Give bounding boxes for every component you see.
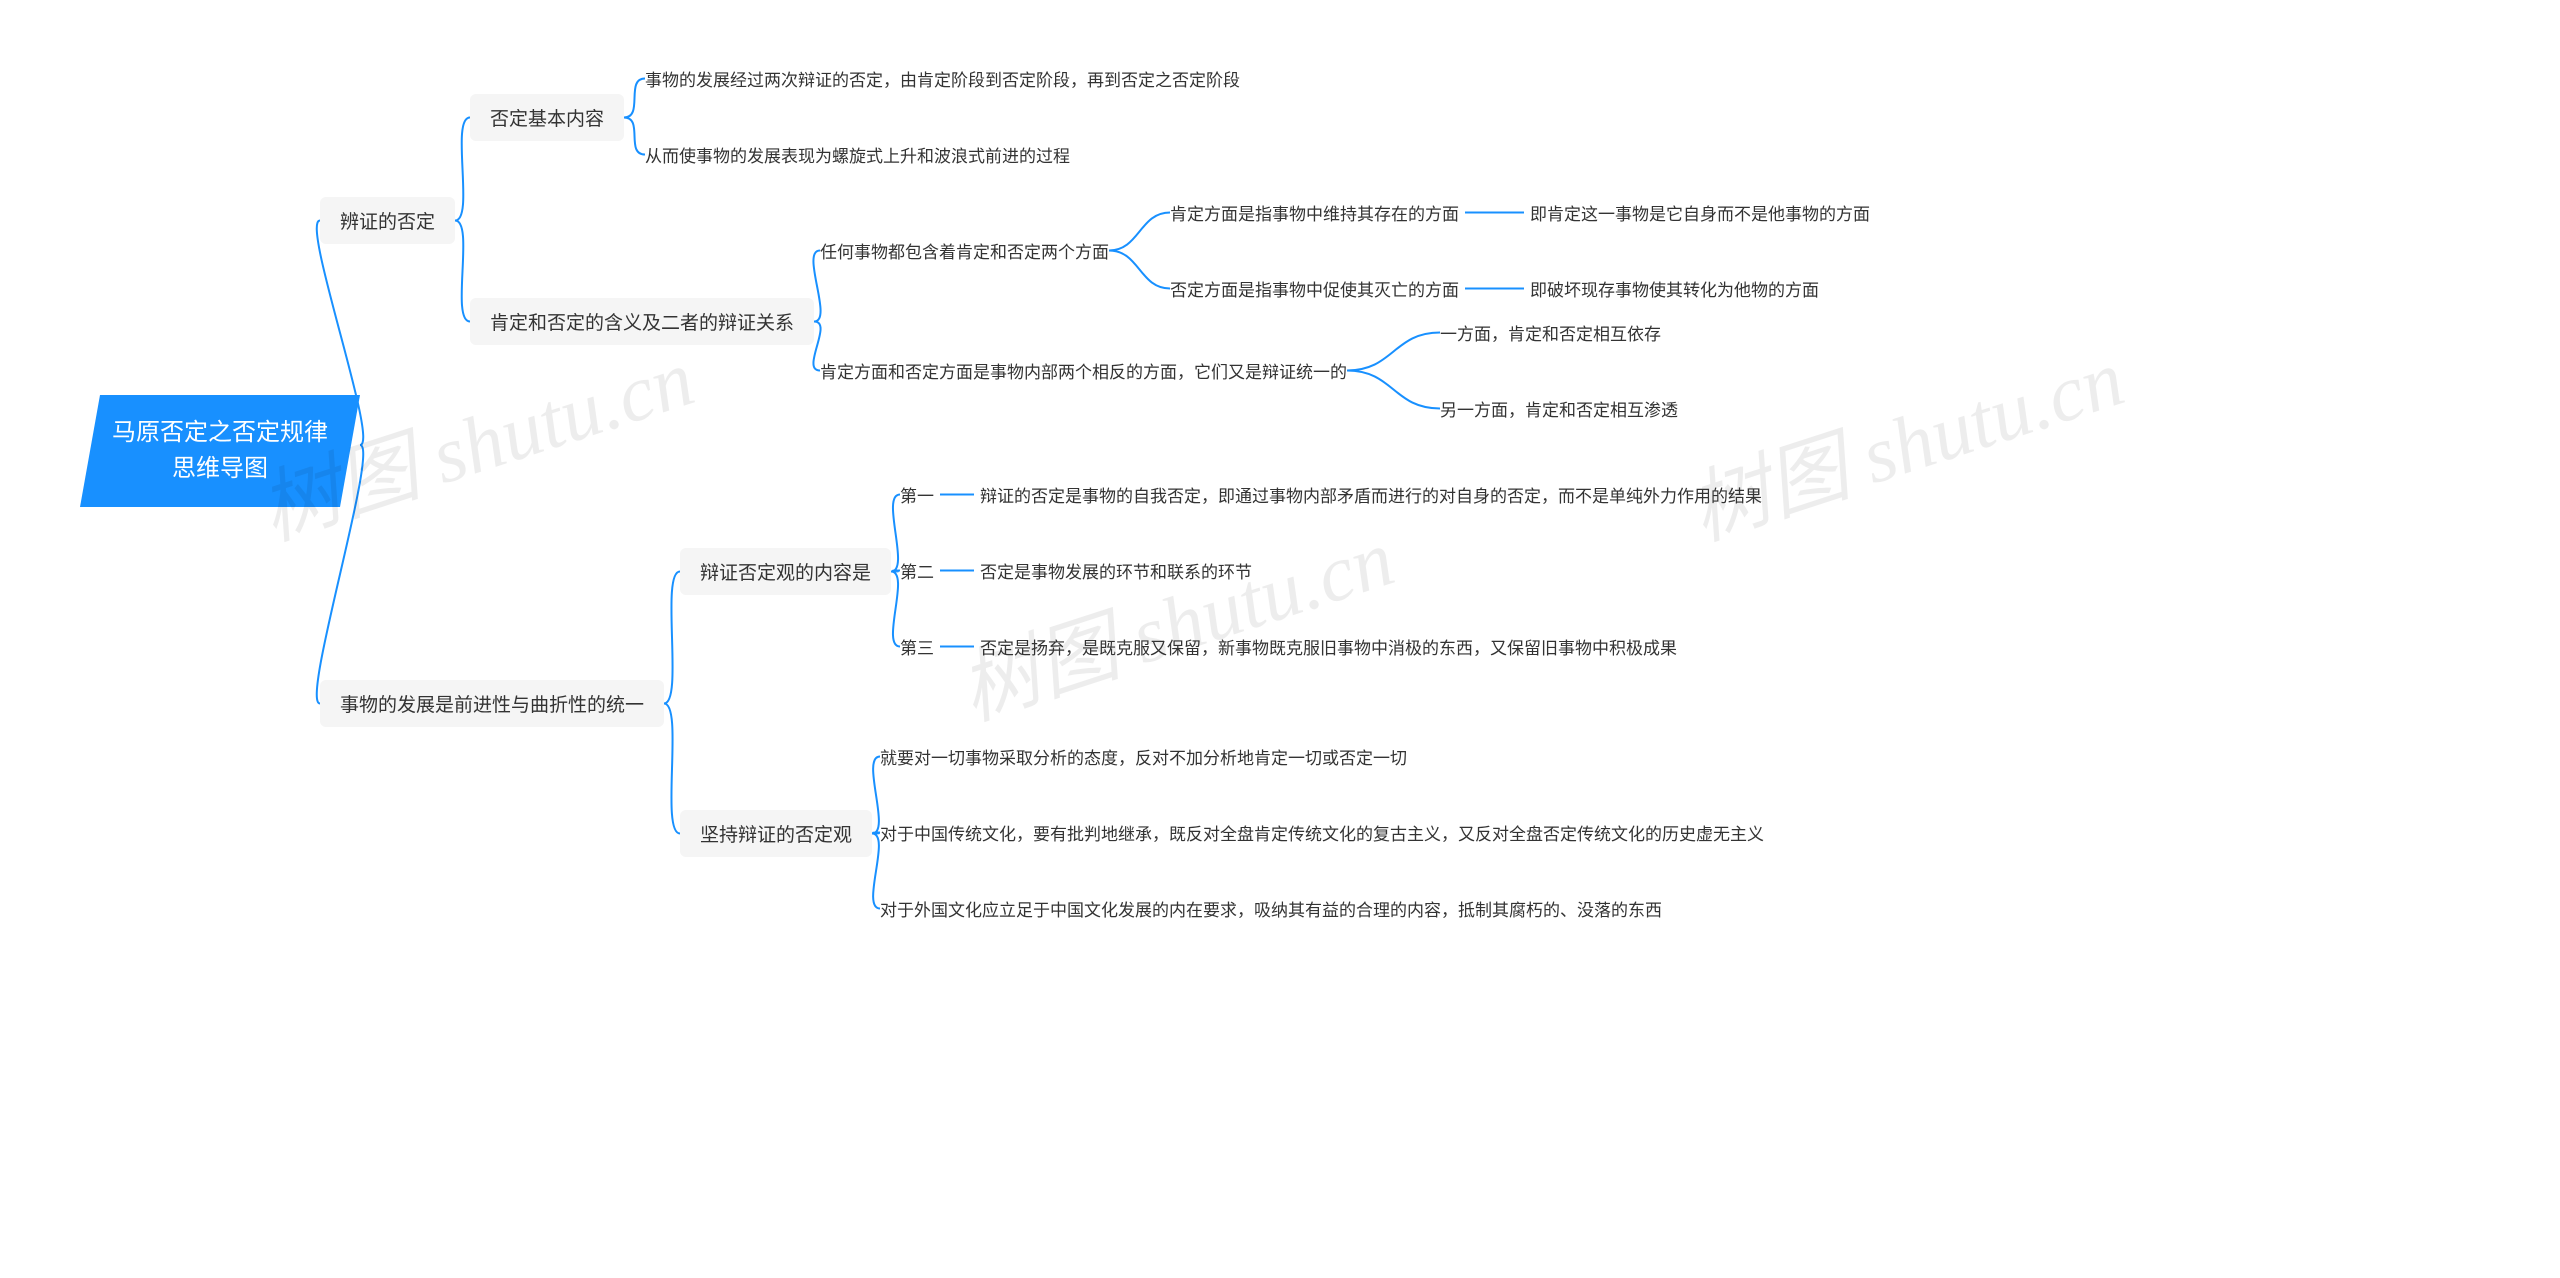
leaf-node: 即破坏现存事物使其转化为他物的方面 (1530, 276, 1819, 301)
leaf-node: 就要对一切事物采取分析的态度，反对不加分析地肯定一切或否定一切 (880, 744, 1407, 769)
branch-node[interactable]: 辨证的否定 (320, 197, 455, 244)
watermark: 树图 shutu.cn (1673, 313, 2136, 562)
watermark: 树图 shutu.cn (943, 493, 1406, 742)
leaf-node: 从而使事物的发展表现为螺旋式上升和波浪式前进的过程 (645, 142, 1070, 167)
connector (1109, 251, 1170, 289)
root-node[interactable]: 马原否定之否定规律 思维导图 (80, 395, 360, 507)
branch-node[interactable]: 坚持辩证的否定观 (680, 810, 872, 857)
leaf-node: 辩证的否定是事物的自我否定，即通过事物内部矛盾而进行的对自身的否定，而不是单纯外… (980, 482, 1762, 507)
leaf-node: 事物的发展经过两次辩证的否定，由肯定阶段到否定阶段，再到否定之否定阶段 (645, 66, 1240, 91)
leaf-node: 另一方面，肯定和否定相互渗透 (1440, 396, 1678, 421)
leaf-node: 否定是扬弃，是既克服又保留，新事物既克服旧事物中消极的东西，又保留旧事物中积极成… (980, 634, 1677, 659)
connector (872, 757, 880, 834)
connector (891, 572, 900, 647)
connector (1347, 333, 1440, 371)
leaf-node: 肯定方面和否定方面是事物内部两个相反的方面，它们又是辩证统一的 (820, 358, 1347, 383)
leaf-node: 第三 (900, 634, 934, 659)
connector (664, 572, 680, 704)
connector (624, 79, 645, 118)
connector (891, 571, 900, 572)
leaf-node: 肯定方面是指事物中维持其存在的方面 (1170, 200, 1459, 225)
leaf-node: 否定方面是指事物中促使其灭亡的方面 (1170, 276, 1459, 301)
leaf-node: 第二 (900, 558, 934, 583)
leaf-node: 否定是事物发展的环节和联系的环节 (980, 558, 1252, 583)
branch-node[interactable]: 事物的发展是前进性与曲折性的统一 (320, 680, 664, 727)
root-line1: 马原否定之否定规律 (112, 419, 328, 446)
connector (1347, 371, 1440, 409)
leaf-node: 对于外国文化应立足于中国文化发展的内在要求，吸纳其有益的合理的内容，抵制其腐朽的… (880, 896, 1662, 921)
branch-node[interactable]: 否定基本内容 (470, 94, 624, 141)
connector (872, 833, 880, 834)
leaf-node: 对于中国传统文化，要有批判地继承，既反对全盘肯定传统文化的复古主义，又反对全盘否… (880, 820, 1764, 845)
branch-node[interactable]: 辩证否定观的内容是 (680, 548, 891, 595)
leaf-node: 任何事物都包含着肯定和否定两个方面 (820, 238, 1109, 263)
connector (872, 834, 880, 909)
connector (455, 118, 470, 221)
mindmap-canvas: 马原否定之否定规律 思维导图 树图 shutu.cn树图 shutu.cn树图 … (0, 0, 2560, 1278)
connector (455, 221, 470, 322)
leaf-node: 第一 (900, 482, 934, 507)
root-line2: 思维导图 (172, 455, 268, 482)
connector (624, 118, 645, 155)
leaf-node: 即肯定这一事物是它自身而不是他事物的方面 (1530, 200, 1870, 225)
leaf-node: 一方面，肯定和否定相互依存 (1440, 320, 1661, 345)
connector (1109, 213, 1170, 251)
branch-node[interactable]: 肯定和否定的含义及二者的辩证关系 (470, 298, 814, 345)
connector (891, 495, 900, 572)
connector (664, 704, 680, 834)
